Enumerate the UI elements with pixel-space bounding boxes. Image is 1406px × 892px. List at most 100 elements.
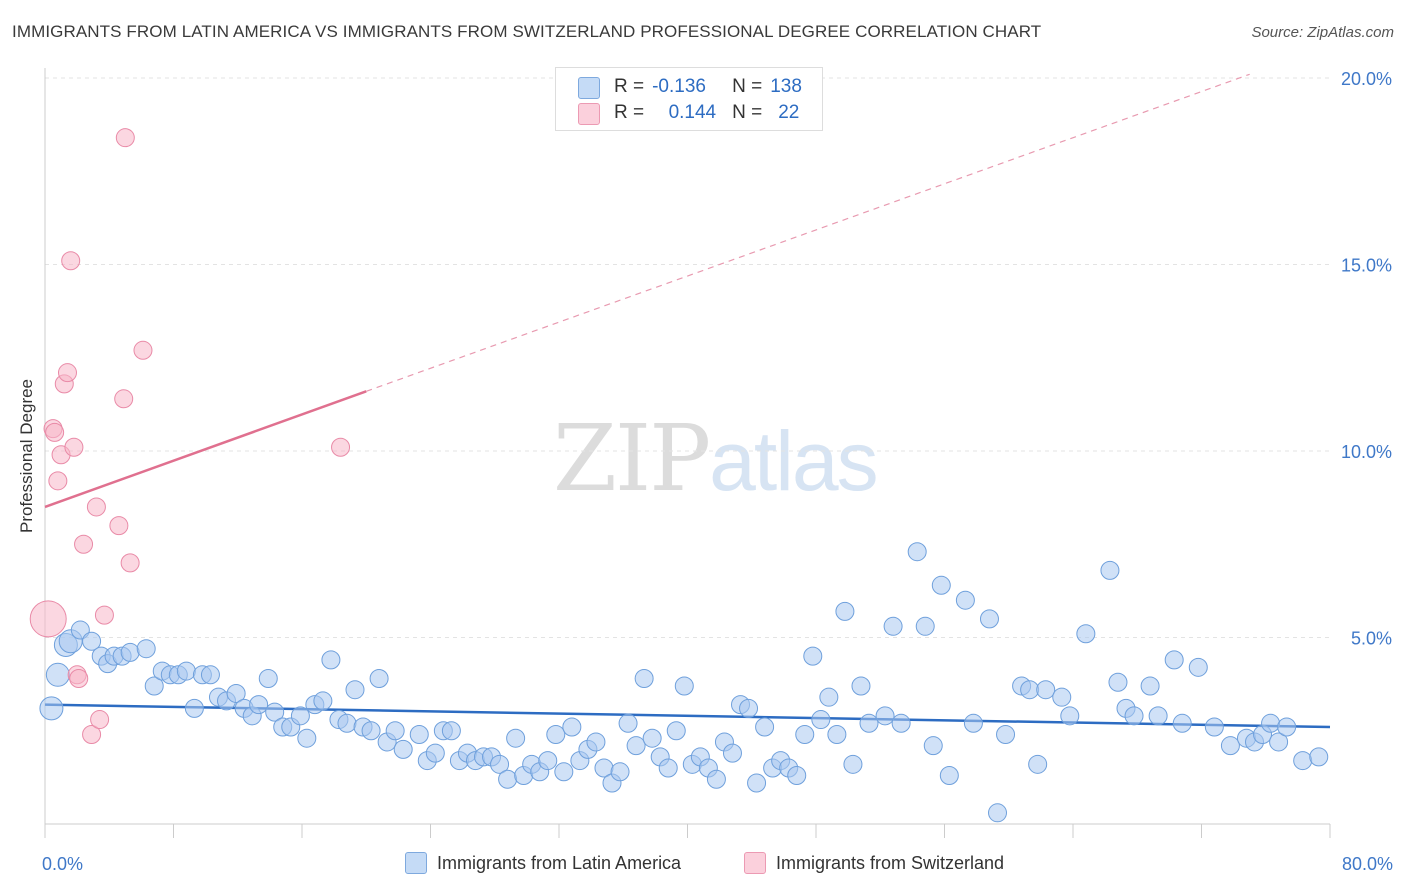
point-latin-america — [369, 669, 389, 689]
point-latin-america — [82, 631, 102, 651]
point-latin-america — [1188, 657, 1208, 677]
point-switzerland — [74, 534, 94, 554]
correlation-legend: R = -0.136 N = 138 R = 0.144 N = 22 — [555, 67, 823, 131]
legend-item-switzerland: Immigrants from Switzerland — [744, 852, 1004, 874]
point-latin-america — [1164, 650, 1184, 670]
legend-label-switzerland: Immigrants from Switzerland — [776, 852, 1005, 873]
point-latin-america — [441, 721, 461, 741]
point-switzerland — [331, 437, 351, 457]
point-latin-america — [345, 680, 365, 700]
point-switzerland — [114, 389, 134, 409]
point-latin-america — [851, 676, 871, 696]
point-latin-america — [297, 728, 317, 748]
point-switzerland — [133, 340, 153, 360]
tick-labels: 5.0% 10.0% 15.0% 20.0% 0.0% 80.0% — [42, 69, 1393, 874]
point-latin-america — [490, 754, 510, 774]
legend-swatch-switzerland — [578, 103, 600, 125]
watermark-atlas: atlas — [709, 414, 878, 508]
point-latin-america — [618, 713, 638, 733]
point-latin-america — [875, 706, 895, 726]
point-latin-america — [39, 696, 64, 721]
point-latin-america — [506, 728, 526, 748]
legend-n-label: N = — [732, 102, 763, 123]
series-legend: Immigrants from Latin America Immigrants… — [0, 852, 1406, 878]
trend-line-switzerland — [44, 390, 367, 509]
point-latin-america — [915, 616, 935, 636]
point-latin-america — [1148, 706, 1168, 726]
point-latin-america — [939, 766, 959, 786]
x-tick-label: 80.0% — [1342, 854, 1393, 874]
point-latin-america — [706, 769, 726, 789]
point-latin-america — [1293, 751, 1313, 771]
point-latin-america — [184, 698, 204, 718]
x-tick-label: 0.0% — [42, 854, 83, 874]
point-latin-america — [610, 762, 630, 782]
point-latin-america — [290, 706, 310, 726]
legend-r-value: -0.136 — [652, 76, 706, 97]
point-latin-america — [1261, 713, 1281, 733]
point-switzerland — [57, 363, 77, 383]
point-latin-america — [586, 732, 606, 752]
point-latin-america — [425, 743, 445, 763]
point-latin-america — [249, 695, 269, 715]
legend-swatch-latin-america — [405, 852, 427, 874]
legend-r-label: R = — [614, 102, 645, 123]
point-latin-america — [538, 751, 558, 771]
point-latin-america — [955, 590, 975, 610]
point-latin-america — [722, 743, 742, 763]
point-latin-america — [1052, 687, 1072, 707]
watermark-zip: ZIP — [553, 405, 711, 512]
point-latin-america — [835, 601, 855, 621]
point-latin-america — [891, 713, 911, 733]
point-latin-america — [265, 702, 285, 722]
point-latin-america — [795, 724, 815, 744]
point-latin-america — [859, 713, 879, 733]
point-switzerland — [64, 437, 84, 457]
point-latin-america — [747, 773, 767, 793]
legend-r-label: R = — [614, 76, 645, 97]
point-latin-america — [827, 724, 847, 744]
point-latin-america — [313, 691, 333, 711]
point-switzerland — [69, 669, 89, 689]
y-tick-label: 10.0% — [1341, 442, 1392, 462]
point-latin-america — [907, 542, 927, 562]
legend-n-label: N = — [732, 76, 763, 97]
point-switzerland — [61, 251, 81, 271]
legend-row-switzerland: R = 0.144 N = 22 — [578, 100, 799, 126]
point-latin-america — [409, 724, 429, 744]
point-switzerland — [29, 600, 67, 638]
point-latin-america — [963, 713, 983, 733]
point-latin-america — [988, 803, 1008, 823]
point-latin-america — [626, 736, 646, 756]
point-switzerland — [82, 724, 102, 744]
chart-title: IMMIGRANTS FROM LATIN AMERICA VS IMMIGRA… — [12, 22, 1042, 41]
point-switzerland — [48, 471, 68, 491]
legend-r-value: 0.144 — [668, 102, 717, 123]
legend-swatch-switzerland — [744, 852, 766, 874]
point-latin-america — [883, 616, 903, 636]
legend-item-latin-america: Immigrants from Latin America — [405, 852, 681, 874]
point-switzerland — [109, 516, 129, 536]
point-switzerland — [90, 710, 110, 730]
point-latin-america — [1108, 672, 1128, 692]
point-latin-america — [1204, 717, 1224, 737]
point-latin-america — [803, 646, 823, 666]
point-latin-america — [979, 609, 999, 629]
point-latin-america — [45, 662, 70, 687]
point-latin-america — [811, 710, 831, 730]
point-latin-america — [819, 687, 839, 707]
point-latin-america — [226, 683, 246, 703]
point-latin-america — [1309, 747, 1329, 767]
point-switzerland — [115, 128, 135, 148]
point-latin-america — [361, 721, 381, 741]
point-latin-america — [1036, 680, 1056, 700]
point-latin-america — [996, 724, 1016, 744]
point-switzerland — [45, 422, 65, 442]
grid-lines — [45, 77, 1330, 638]
trend-line-switzerland-extended — [366, 73, 1250, 392]
point-latin-america — [176, 661, 196, 681]
point-latin-america — [144, 676, 164, 696]
point-latin-america — [755, 717, 775, 737]
point-latin-america — [923, 736, 943, 756]
y-tick-label: 20.0% — [1341, 69, 1392, 89]
